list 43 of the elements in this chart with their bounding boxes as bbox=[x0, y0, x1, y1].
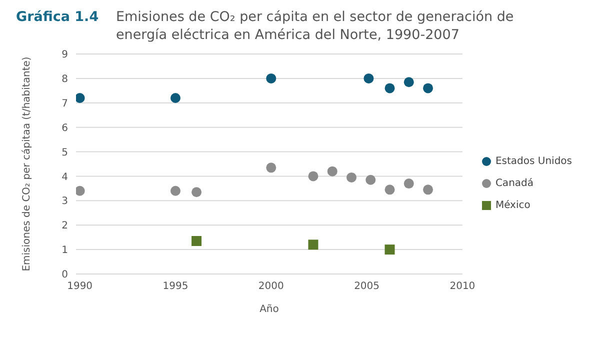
y-tick-label: 1 bbox=[62, 245, 68, 256]
x-tick-label: 2000 bbox=[258, 281, 284, 292]
y-tick-label: 7 bbox=[62, 98, 68, 110]
point bbox=[404, 77, 414, 88]
y-axis-title: Emisiones de CO₂ per cápitaa (t/habitante) bbox=[22, 56, 33, 272]
point bbox=[384, 184, 395, 195]
point bbox=[423, 83, 434, 94]
y-tick-label: 5 bbox=[62, 147, 68, 158]
y-tick-label: 2 bbox=[62, 220, 68, 232]
x-axis-title: Año bbox=[260, 304, 279, 315]
point bbox=[266, 73, 276, 84]
point bbox=[384, 83, 395, 94]
point bbox=[366, 174, 376, 185]
point bbox=[404, 178, 414, 189]
y-tick-label: 4 bbox=[62, 172, 68, 183]
y-tick-label: 8 bbox=[62, 74, 68, 85]
point bbox=[76, 93, 85, 103]
x-tick-label: 1995 bbox=[162, 281, 188, 292]
y-tick-label: 9 bbox=[62, 50, 68, 61]
y-tick-label: 0 bbox=[62, 270, 68, 281]
y-tick-label: 3 bbox=[62, 196, 68, 208]
x-tick-label: 2010 bbox=[450, 281, 476, 292]
y-tick-label: 6 bbox=[62, 122, 68, 134]
legend-label: Canadá bbox=[495, 178, 534, 189]
point bbox=[192, 236, 202, 246]
legend-label: México bbox=[495, 200, 530, 211]
point bbox=[76, 186, 85, 196]
x-tick-label: 1990 bbox=[67, 281, 93, 292]
point bbox=[346, 172, 356, 182]
point bbox=[327, 166, 338, 176]
point bbox=[308, 171, 318, 182]
point bbox=[308, 240, 318, 250]
point bbox=[384, 244, 395, 255]
point bbox=[170, 186, 180, 196]
point bbox=[192, 187, 202, 198]
chart-title: Emisiones de CO₂ per cápita en el sector de generación de energía eléctrica en América del Norte, 1990-2007 bbox=[116, 8, 515, 44]
point bbox=[170, 93, 180, 103]
point bbox=[423, 184, 434, 195]
x-tick-label: 2005 bbox=[354, 281, 380, 292]
legend-label: Estados Unidos bbox=[495, 156, 572, 167]
point bbox=[266, 162, 276, 173]
text: Gráfica 1.4 bbox=[16, 8, 100, 27]
point bbox=[364, 73, 374, 84]
